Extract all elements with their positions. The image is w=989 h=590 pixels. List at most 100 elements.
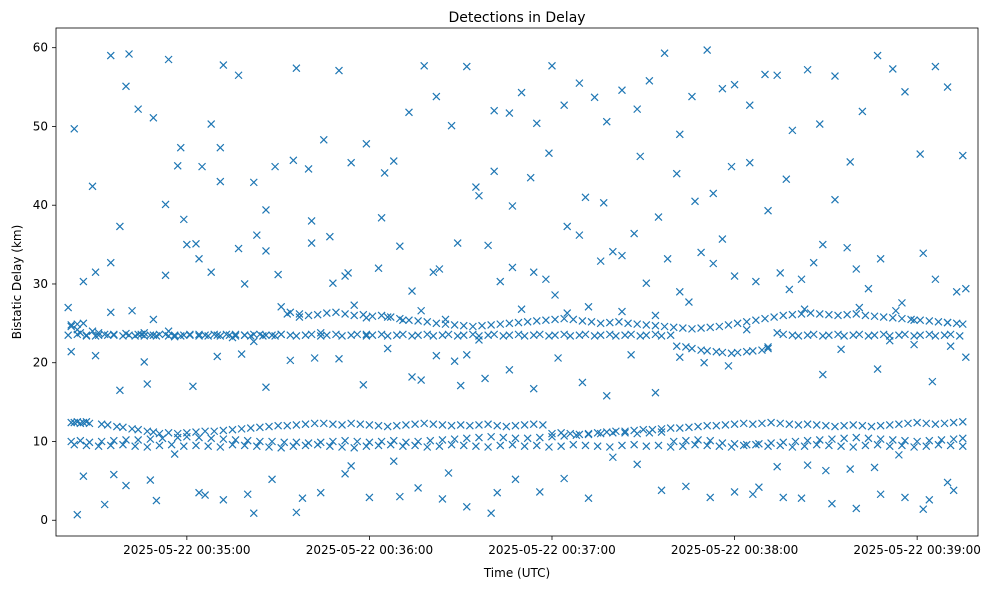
data-point-66 xyxy=(621,427,629,436)
y-tick-label-4: 40 xyxy=(33,198,48,212)
data-point-285 xyxy=(341,309,350,318)
data-point-678 xyxy=(310,354,319,362)
data-point-374 xyxy=(216,332,225,340)
data-point-331 xyxy=(761,314,769,323)
data-point-353 xyxy=(958,320,967,329)
data-point-128 xyxy=(353,437,362,446)
data-point-555 xyxy=(79,277,88,286)
data-point-650 xyxy=(654,213,663,221)
data-point-130 xyxy=(377,437,386,446)
data-point-321 xyxy=(669,323,678,332)
data-point-656 xyxy=(764,206,772,215)
data-point-717 xyxy=(365,493,374,502)
data-point-509 xyxy=(475,335,483,344)
data-point-52 xyxy=(493,421,502,430)
data-point-410 xyxy=(490,330,499,339)
data-point-734 xyxy=(779,493,788,502)
data-point-182 xyxy=(106,441,115,450)
data-point-585 xyxy=(505,109,514,117)
data-point-496 xyxy=(328,279,337,288)
data-point-679 xyxy=(335,354,343,363)
data-point-304 xyxy=(514,318,523,327)
data-point-570 xyxy=(292,64,301,73)
y-tick-label-6: 60 xyxy=(33,41,48,55)
data-point-521 xyxy=(608,247,617,256)
data-point-95 xyxy=(885,421,894,429)
data-point-634 xyxy=(362,330,371,339)
data-point-549 xyxy=(919,249,928,258)
data-point-687 xyxy=(529,384,538,393)
data-point-284 xyxy=(332,308,340,317)
data-point-416 xyxy=(535,330,544,339)
data-point-48 xyxy=(456,421,465,429)
data-point-461 xyxy=(879,330,888,339)
data-point-638 xyxy=(435,265,444,273)
data-point-670 xyxy=(115,386,124,395)
data-point-336 xyxy=(806,309,815,318)
data-point-175 xyxy=(925,436,934,445)
data-point-685 xyxy=(481,374,489,383)
data-point-79 xyxy=(739,419,748,428)
data-point-454 xyxy=(824,331,833,340)
data-point-536 xyxy=(776,269,785,277)
data-point-235 xyxy=(751,440,760,449)
data-point-23 xyxy=(228,425,237,434)
data-point-632 xyxy=(325,232,334,241)
x-axis-label: Time (UTC) xyxy=(483,566,550,580)
data-point-468 xyxy=(931,332,940,340)
data-point-491 xyxy=(274,270,283,279)
data-point-500 xyxy=(374,264,383,273)
data-point-120 xyxy=(255,437,264,446)
data-point-477 xyxy=(115,222,124,231)
data-point-174 xyxy=(913,437,922,446)
data-point-303 xyxy=(505,319,514,328)
data-point-166 xyxy=(815,435,824,444)
data-point-530 xyxy=(709,259,718,268)
data-point-587 xyxy=(532,119,541,128)
data-point-492 xyxy=(283,309,292,318)
data-point-537 xyxy=(785,285,794,294)
data-point-398 xyxy=(398,330,407,339)
data-point-400 xyxy=(414,331,423,340)
data-point-652 xyxy=(691,197,699,206)
data-points xyxy=(64,46,970,519)
data-point-24 xyxy=(237,424,246,433)
x-axis-ticks: 2025-05-22 00:35:00 2025-05-22 00:36:00 20… xyxy=(123,536,981,557)
data-point-98 xyxy=(913,418,922,427)
data-point-345 xyxy=(888,313,897,322)
data-point-338 xyxy=(824,310,833,319)
data-point-641 xyxy=(490,167,499,176)
data-point-534 xyxy=(751,277,760,286)
data-point-680 xyxy=(359,380,368,389)
data-point-205 xyxy=(386,440,395,449)
data-point-312 xyxy=(587,317,596,326)
x-tick-label-3: 2025-05-22 00:38:00 xyxy=(671,543,798,557)
data-point-622 xyxy=(143,380,152,388)
data-point-22 xyxy=(219,426,228,435)
data-point-117 xyxy=(219,435,228,444)
data-point-110 xyxy=(134,435,143,444)
data-point-637 xyxy=(417,376,426,384)
data-point-200 xyxy=(325,442,334,451)
data-point-217 xyxy=(532,441,541,450)
data-point-42 xyxy=(402,421,410,429)
data-point-723 xyxy=(511,475,520,484)
data-point-229 xyxy=(678,442,687,451)
data-point-281 xyxy=(304,311,313,320)
data-point-46 xyxy=(438,421,447,429)
data-point-438 xyxy=(703,346,712,355)
data-point-307 xyxy=(541,316,550,325)
data-point-480 xyxy=(149,315,158,324)
data-point-72 xyxy=(675,424,684,433)
data-point-26 xyxy=(255,423,264,432)
data-point-597 xyxy=(675,130,684,139)
data-point-27 xyxy=(265,422,273,431)
data-point-356 xyxy=(79,319,88,328)
data-point-520 xyxy=(596,257,605,266)
data-point-330 xyxy=(751,316,760,325)
data-point-189 xyxy=(192,441,200,450)
data-point-101 xyxy=(940,419,949,428)
data-point-458 xyxy=(855,330,864,339)
data-point-573 xyxy=(335,66,343,75)
data-point-129 xyxy=(365,438,374,447)
